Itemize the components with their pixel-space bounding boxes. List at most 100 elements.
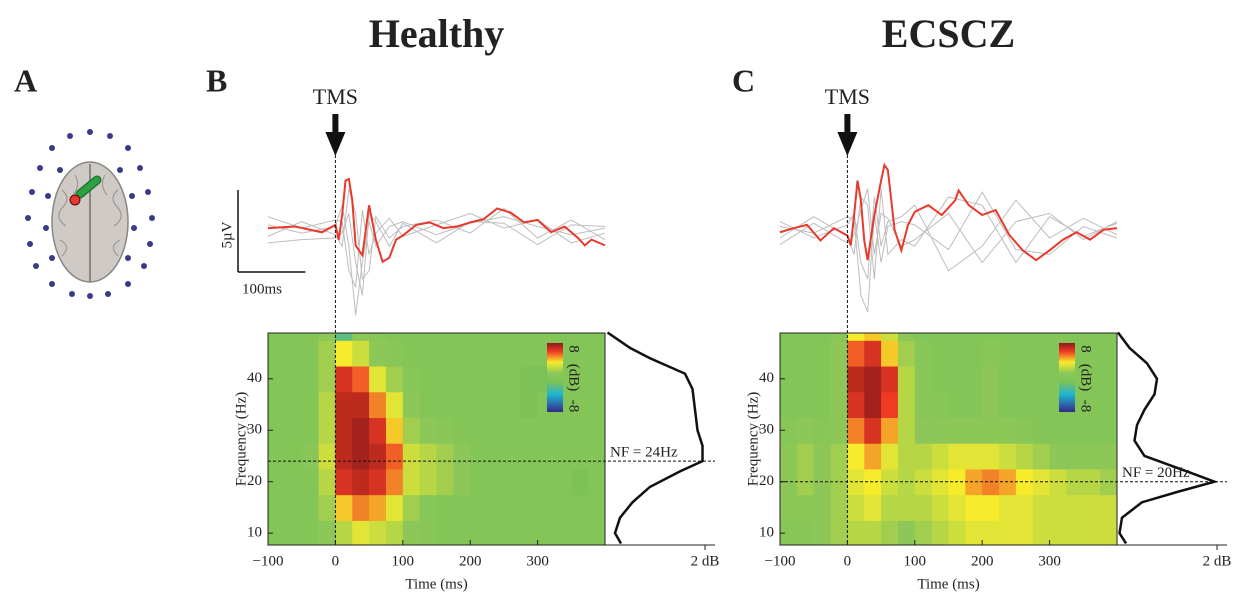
heatmap-cell	[813, 333, 832, 341]
heatmap-cell	[369, 333, 387, 341]
y-tick-label: 10	[759, 525, 774, 541]
heatmap-cell	[284, 340, 303, 367]
heatmap-cell	[402, 494, 421, 521]
heatmap-cell	[487, 417, 505, 444]
heatmap-cell	[520, 391, 539, 418]
heatmap-cell	[453, 468, 471, 496]
heatmap-cell	[982, 494, 1000, 521]
heatmap-cell	[284, 391, 303, 418]
heatmap-cell	[796, 391, 815, 418]
heatmap-cell	[1032, 333, 1051, 341]
heatmap-cell	[335, 494, 353, 521]
heatmap-cell	[487, 494, 505, 521]
heatmap-cell	[813, 520, 832, 545]
x-tick-label: 2 dB	[691, 553, 720, 569]
heatmap-cell	[847, 391, 865, 418]
heatmap-cell	[268, 494, 286, 521]
heatmap-cell	[830, 443, 848, 470]
trace-line	[267, 205, 606, 316]
heatmap-cell	[369, 340, 387, 367]
y-axis-label: Frequency (Hz)	[233, 392, 249, 487]
heatmap-cell	[520, 340, 539, 367]
heatmap-cell	[284, 520, 303, 545]
heatmap-cell	[931, 417, 950, 444]
heatmap-cell	[948, 520, 966, 545]
heatmap-cell	[965, 520, 983, 545]
heatmap-cell	[982, 443, 1000, 470]
heatmap-cell	[335, 520, 353, 545]
heatmap-cell	[1083, 340, 1101, 367]
heatmap-cell	[1100, 365, 1117, 393]
trace-line	[779, 191, 1118, 312]
heatmap-cell	[1083, 365, 1101, 393]
heatmap-cell	[1100, 468, 1117, 496]
panel-label: C	[732, 62, 755, 98]
heatmap-cell	[588, 333, 605, 341]
heatmap-cell	[588, 520, 605, 545]
heatmap-cell	[1100, 443, 1117, 470]
heatmap-cell	[402, 520, 421, 545]
heatmap-cell	[948, 391, 966, 418]
heatmap-cell	[897, 365, 916, 393]
colorbar-tick-label: 8	[566, 345, 582, 353]
heatmap-cell	[1015, 365, 1034, 393]
brain-montage	[25, 129, 155, 299]
x-tick-label: 2 dB	[1203, 553, 1232, 569]
heatmap-cell	[948, 494, 966, 521]
heatmap-cell	[914, 365, 933, 393]
heatmap-cell	[520, 468, 539, 496]
traces	[779, 162, 1118, 312]
heatmap-cell	[318, 365, 336, 393]
heatmap-cell	[982, 391, 1000, 418]
heatmap-cell	[1100, 340, 1117, 367]
heatmap-cell	[588, 468, 605, 496]
colorbar	[547, 343, 563, 412]
heatmap-cell	[588, 365, 605, 393]
heatmap-cell	[369, 443, 387, 470]
heatmap-cell	[301, 365, 320, 393]
heatmap-cell	[537, 417, 556, 444]
panel-label: A	[14, 62, 37, 98]
heatmap-cell	[520, 333, 539, 341]
heatmap-cell	[796, 333, 815, 341]
highlight-trace	[779, 162, 1118, 262]
scale-bar-label: 5µV	[219, 221, 235, 248]
heatmap-cell	[1083, 333, 1101, 341]
heatmap-cell	[503, 333, 522, 341]
heatmap-cell	[268, 340, 286, 367]
heatmap-cell	[881, 417, 899, 444]
heatmap-cell	[453, 520, 471, 545]
colorbar-tick-label: -8	[566, 400, 582, 413]
heatmap-cell	[301, 417, 320, 444]
heatmap-cell	[453, 365, 471, 393]
heatmap-cell	[965, 391, 983, 418]
heatmap-cell	[864, 494, 882, 521]
heatmap-cell	[268, 365, 286, 393]
heatmap-cell	[999, 443, 1017, 470]
heatmap-cell	[830, 417, 848, 444]
heatmap-cell	[503, 468, 522, 496]
heatmap-cell	[999, 494, 1017, 521]
heatmap-cell	[864, 333, 882, 341]
heatmap-cell	[881, 494, 899, 521]
heatmap-cell	[503, 417, 522, 444]
heatmap-cell	[588, 417, 605, 444]
heatmap-cell	[554, 443, 572, 470]
heatmap-cell	[537, 494, 556, 521]
heatmap-cell	[1015, 391, 1034, 418]
peak-label: NF = 20Hz	[1122, 465, 1190, 481]
heatmap-cell	[385, 417, 404, 444]
heatmap-cell	[268, 417, 286, 444]
heatmap-cell	[1015, 443, 1034, 470]
heatmap-cell	[369, 494, 387, 521]
heatmap-cell	[1049, 417, 1068, 444]
heatmap-cell	[520, 443, 539, 470]
heatmap-cell	[1032, 365, 1051, 393]
heatmap-cell	[301, 391, 320, 418]
y-tick-label: 40	[759, 370, 774, 386]
heatmap-cell	[385, 365, 404, 393]
heatmap-cell	[335, 468, 353, 496]
y-tick-label: 40	[247, 370, 262, 386]
heatmap-cell	[402, 443, 421, 470]
heatmap-cell	[554, 520, 572, 545]
